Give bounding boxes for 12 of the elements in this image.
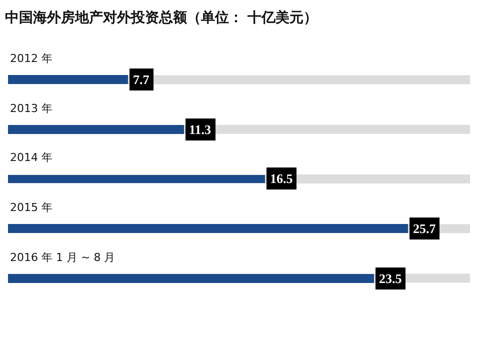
data-label: 16.5 xyxy=(270,171,294,186)
y-tick-label: 2012 年 xyxy=(10,52,52,65)
data-label: 23.5 xyxy=(379,271,402,286)
data-label: 7.7 xyxy=(133,72,150,87)
bar xyxy=(8,75,128,84)
y-tick-label: 2014 年 xyxy=(10,151,52,164)
chart-title: 中国海外房地产对外投资总额（单位： 十亿美元） xyxy=(4,9,318,26)
y-tick-label: 2013 年 xyxy=(10,102,52,115)
y-tick-label: 2016 年 1 月 ~ 8 月 xyxy=(10,251,116,264)
y-tick-label: 2015 年 xyxy=(10,201,52,214)
data-label: 25.7 xyxy=(413,221,436,236)
data-label: 11.3 xyxy=(189,122,212,137)
